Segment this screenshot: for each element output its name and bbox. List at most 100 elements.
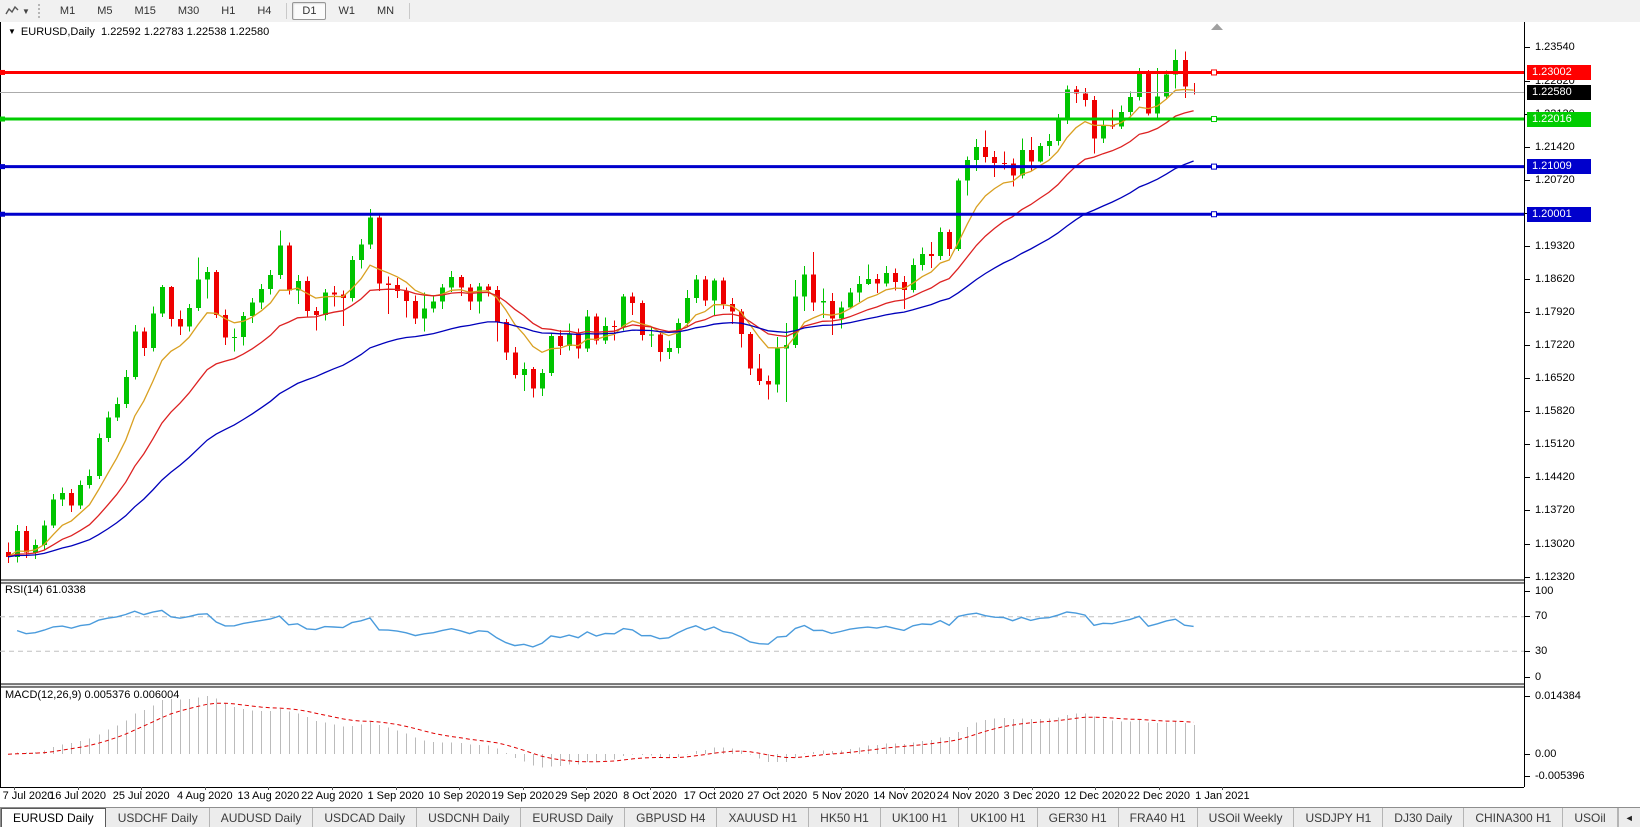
timeframe-button-MN[interactable]: MN xyxy=(376,5,395,17)
timeframe-button-M15[interactable]: M15 xyxy=(134,5,156,17)
line-left-handle[interactable] xyxy=(0,116,5,122)
date-tick xyxy=(1158,787,1160,790)
chart-tab-china300-h1[interactable]: CHINA300 H1 xyxy=(1464,808,1564,827)
horizontal-line-1.20001[interactable] xyxy=(0,211,1524,218)
timeframe-button-D1[interactable]: D1 xyxy=(292,2,327,20)
date-tick xyxy=(14,787,15,790)
timeframe-button-M5[interactable]: M5 xyxy=(97,5,113,17)
line-drag-handle[interactable] xyxy=(1211,211,1217,218)
chart-tab-uk100-h1[interactable]: UK100 H1 xyxy=(959,808,1038,827)
date-tick xyxy=(77,787,79,790)
chart-tab-hk50-h1[interactable]: HK50 H1 xyxy=(809,808,881,827)
price-tick xyxy=(1525,146,1530,148)
price-tick-label: 1.13720 xyxy=(1535,504,1575,517)
high-value: 1.22783 xyxy=(143,26,184,38)
chart-tab-ger30-h1[interactable]: GER30 H1 xyxy=(1038,808,1119,827)
timeframe-button-H4[interactable]: H4 xyxy=(257,5,272,17)
price-line-label-1.23002[interactable]: 1.23002 xyxy=(1527,64,1591,80)
chart-tab-xauusd-h1[interactable]: XAUUSD H1 xyxy=(717,808,810,827)
chart-tab-eurusd-daily[interactable]: EURUSD Daily xyxy=(521,808,626,827)
price-tick xyxy=(1525,543,1530,545)
rsi-tick xyxy=(1525,616,1530,618)
timeframe-button-M30[interactable]: M30 xyxy=(177,5,200,17)
price-tick-label: 1.21420 xyxy=(1535,140,1575,153)
tab-scroll-left-icon[interactable]: ◄ xyxy=(1624,812,1634,823)
collapse-triangle-icon[interactable]: ▼ xyxy=(8,27,16,36)
date-tick xyxy=(522,787,524,790)
price-tick-label: 1.18620 xyxy=(1535,272,1575,285)
toolbar-grip[interactable] xyxy=(37,4,43,18)
price-tick xyxy=(1525,80,1530,82)
price-tick-label: 1.14420 xyxy=(1535,471,1575,484)
price-tick xyxy=(1525,345,1530,347)
line-left-handle[interactable] xyxy=(0,164,5,170)
chart-title: ▼ EURUSD,Daily 1.22592 1.22783 1.22538 1.… xyxy=(8,26,269,38)
date-label: 22 Dec 2020 xyxy=(1127,790,1190,802)
horizontal-line-1.22016[interactable] xyxy=(0,116,1524,123)
timeframe-button-W1[interactable]: W1 xyxy=(338,5,355,17)
price-axis[interactable]: 1.235401.228201.221201.214201.207201.200… xyxy=(1524,22,1640,787)
date-tick xyxy=(650,787,651,790)
date-label: 1 Sep 2020 xyxy=(367,790,424,802)
line-drag-handle[interactable] xyxy=(1211,69,1217,76)
macd-value: 0.005376 xyxy=(84,689,131,701)
line-drag-handle[interactable] xyxy=(1211,116,1217,123)
chart-tab-uk100-h1[interactable]: UK100 H1 xyxy=(881,808,960,827)
price-tick xyxy=(1525,312,1530,314)
horizontal-line-1.23002[interactable] xyxy=(0,69,1524,76)
date-axis[interactable]: 7 Jul 2020 16 Jul 2020 25 Jul 2020 4 Aug 20… xyxy=(0,787,1524,807)
date-label: 10 Sep 2020 xyxy=(427,790,491,802)
date-label: 16 Jul 2020 xyxy=(49,790,107,802)
date-tick xyxy=(459,787,461,790)
macd-tick-label: 0.00 xyxy=(1535,747,1557,760)
chart-tab-fra40-h1[interactable]: FRA40 H1 xyxy=(1119,808,1198,827)
date-tick xyxy=(268,787,270,790)
price-tick-label: 1.16520 xyxy=(1535,372,1575,385)
bid-price-label: 1.22580 xyxy=(1527,84,1591,100)
chart-tab-usdjpy-h1[interactable]: USDJPY H1 xyxy=(1294,808,1384,827)
ma-mid-line[interactable] xyxy=(7,110,1194,558)
rsi-tick-label: 30 xyxy=(1535,644,1548,657)
chart-tab-usdcnh-daily[interactable]: USDCNH Daily xyxy=(417,808,522,827)
date-tick xyxy=(204,787,206,790)
price-chart-canvas[interactable] xyxy=(0,22,1524,807)
price-tick xyxy=(1525,46,1530,48)
toolbar-separator xyxy=(286,3,288,19)
rsi-tick-label: 70 xyxy=(1535,610,1548,623)
price-line-label-1.22016[interactable]: 1.22016 xyxy=(1527,111,1591,127)
ma-slow-line[interactable] xyxy=(7,160,1194,558)
timeframe-button-H1[interactable]: H1 xyxy=(221,5,236,17)
price-tick-label: 1.23540 xyxy=(1535,40,1575,53)
chart-tab-eurusd-daily[interactable]: EURUSD Daily xyxy=(1,808,106,827)
chart-tab-usoil[interactable]: USOil xyxy=(1563,808,1618,827)
date-label: 8 Oct 2020 xyxy=(623,790,677,802)
line-drag-handle[interactable] xyxy=(1211,163,1217,170)
date-label: 3 Dec 2020 xyxy=(1003,790,1060,802)
chart-tab-dj30-daily[interactable]: DJ30 Daily xyxy=(1383,808,1465,827)
macd-tick-label: 0.014384 xyxy=(1535,689,1581,702)
chart-tab-usdcad-daily[interactable]: USDCAD Daily xyxy=(313,808,418,827)
date-tick xyxy=(1031,787,1033,790)
price-line-label-1.20001[interactable]: 1.20001 xyxy=(1527,206,1591,222)
horizontal-line-1.21009[interactable] xyxy=(0,163,1524,170)
macd-tick xyxy=(1525,695,1530,697)
price-tick-label: 1.17920 xyxy=(1535,306,1575,319)
date-label: 17 Oct 2020 xyxy=(683,790,744,802)
line-left-handle[interactable] xyxy=(0,69,5,75)
macd-signal-line xyxy=(7,702,1194,763)
date-tick xyxy=(332,787,333,790)
line-left-handle[interactable] xyxy=(0,211,5,217)
chart-tab-audusd-daily[interactable]: AUDUSD Daily xyxy=(210,808,314,827)
chart-line-icon[interactable] xyxy=(2,2,22,20)
price-line-label-1.21009[interactable]: 1.21009 xyxy=(1527,159,1591,175)
chart-tab-gbpusd-h4[interactable]: GBPUSD H4 xyxy=(625,808,718,827)
date-label: 22 Aug 2020 xyxy=(301,790,363,802)
chart-tab-usdchf-daily[interactable]: USDCHF Daily xyxy=(107,808,210,827)
date-tick xyxy=(395,787,397,790)
rsi-value: 61.0338 xyxy=(45,584,86,596)
chart-tab-usoil-weekly[interactable]: USOil Weekly xyxy=(1198,808,1295,827)
dropdown-caret-icon[interactable]: ▼ xyxy=(22,6,30,16)
timeframe-button-M1[interactable]: M1 xyxy=(59,5,76,17)
ma-fast-line[interactable] xyxy=(7,88,1194,558)
price-tick xyxy=(1525,477,1530,479)
